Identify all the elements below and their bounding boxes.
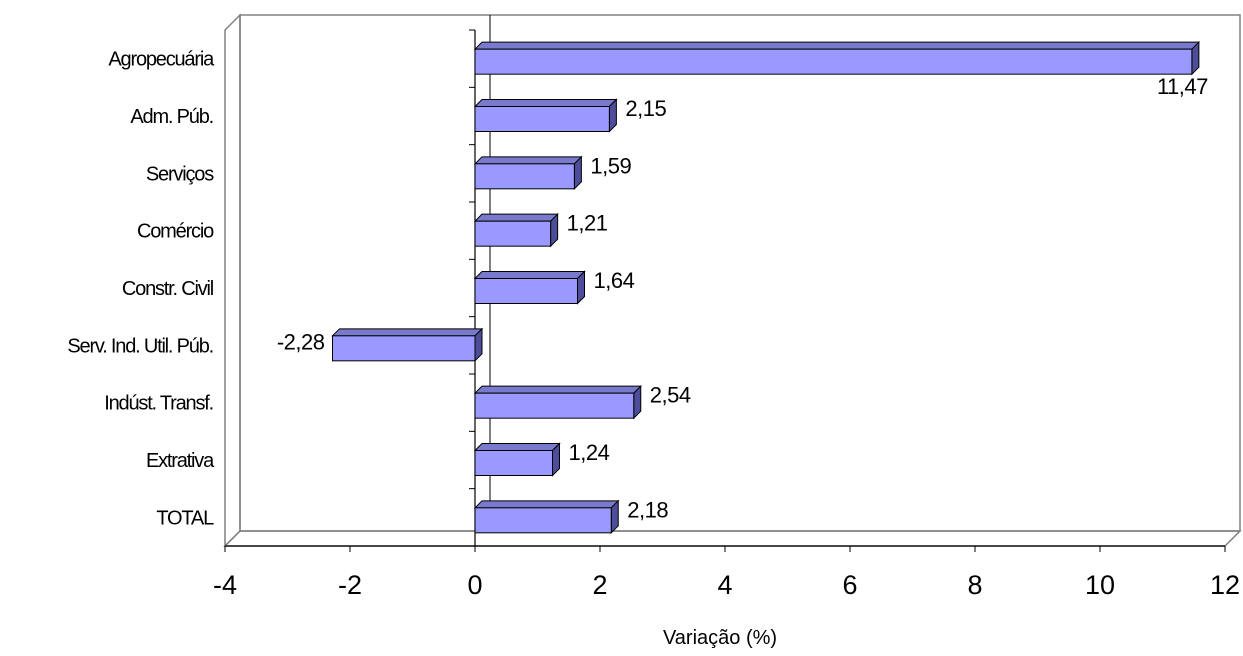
data-label: 11,47 <box>1157 74 1208 99</box>
category-label: TOTAL <box>156 507 214 529</box>
bar-front-face <box>474 220 552 247</box>
bar-top-face <box>473 500 620 509</box>
data-label: 1,24 <box>569 440 610 465</box>
back-wall <box>239 14 1241 532</box>
x-tick-label: 0 <box>467 570 482 600</box>
category-label: Serv. Ind. Util. Púb. <box>67 335 213 357</box>
x-tick-label: 4 <box>717 570 732 600</box>
bar <box>473 212 559 248</box>
category-label: Serviços <box>146 163 214 185</box>
bar-top-face <box>331 328 484 337</box>
bar-top-face <box>473 385 642 394</box>
bar-top-face <box>473 213 559 222</box>
bar <box>473 384 642 420</box>
data-label: 2,54 <box>650 383 691 408</box>
category-label: Constr. Civil <box>122 278 214 300</box>
bar-front-face <box>474 278 578 304</box>
floor <box>223 530 1242 547</box>
data-label: 2,15 <box>625 96 666 121</box>
bar-front-face <box>474 392 635 419</box>
bar-front-face <box>474 507 612 534</box>
data-label: -2,28 <box>277 329 325 354</box>
bar-top-face <box>473 156 583 165</box>
x-tick-label: 10 <box>1085 570 1115 600</box>
x-tick-label: -2 <box>338 570 362 600</box>
bar <box>473 40 1201 76</box>
x-axis-ticks: -4 -2 0 2 4 6 8 10 12 <box>213 546 1240 600</box>
bar <box>331 327 484 363</box>
bar <box>473 155 583 191</box>
x-tick-label: 2 <box>592 570 607 600</box>
bar <box>473 442 561 477</box>
bar-front-face <box>474 163 575 190</box>
bar-front-face <box>474 450 553 476</box>
bar-top-face <box>473 99 618 107</box>
data-label: 1,59 <box>590 153 631 178</box>
bar-top-face <box>473 41 1201 50</box>
category-labels: Agropecuária Adm. Púb. Serviços Comércio Con… <box>67 49 216 530</box>
x-tick-label: 8 <box>967 570 982 600</box>
bar-front-face <box>474 48 1193 75</box>
x-tick-label: 12 <box>1210 570 1240 600</box>
bar <box>473 270 586 305</box>
data-labels: 11,47 2,15 1,59 1,21 1,64 -2,28 2,54 1,24 2,18 <box>277 74 1209 522</box>
data-label: 1,21 <box>567 211 608 236</box>
category-label: Comércio <box>137 221 214 243</box>
data-label: 1,64 <box>594 268 635 293</box>
bar-series <box>331 40 1201 535</box>
bar <box>473 98 618 133</box>
x-tick-label: 6 <box>842 570 857 600</box>
left-wall <box>224 13 241 548</box>
data-label: 2,18 <box>627 497 668 522</box>
x-axis-title: Variação (%) <box>663 627 777 649</box>
plot-frame <box>223 13 1242 548</box>
category-label: Indúst. Transf. <box>104 393 213 415</box>
x-tick-label: -4 <box>213 570 237 600</box>
bar <box>473 499 620 535</box>
bar-top-face <box>473 271 586 279</box>
category-label: Adm. Púb. <box>130 106 213 128</box>
category-label: Agropecuária <box>108 49 215 71</box>
bar-front-face <box>332 335 476 362</box>
bar-top-face <box>473 443 561 451</box>
bar-front-face <box>474 106 610 132</box>
category-label: Extrativa <box>146 450 215 472</box>
